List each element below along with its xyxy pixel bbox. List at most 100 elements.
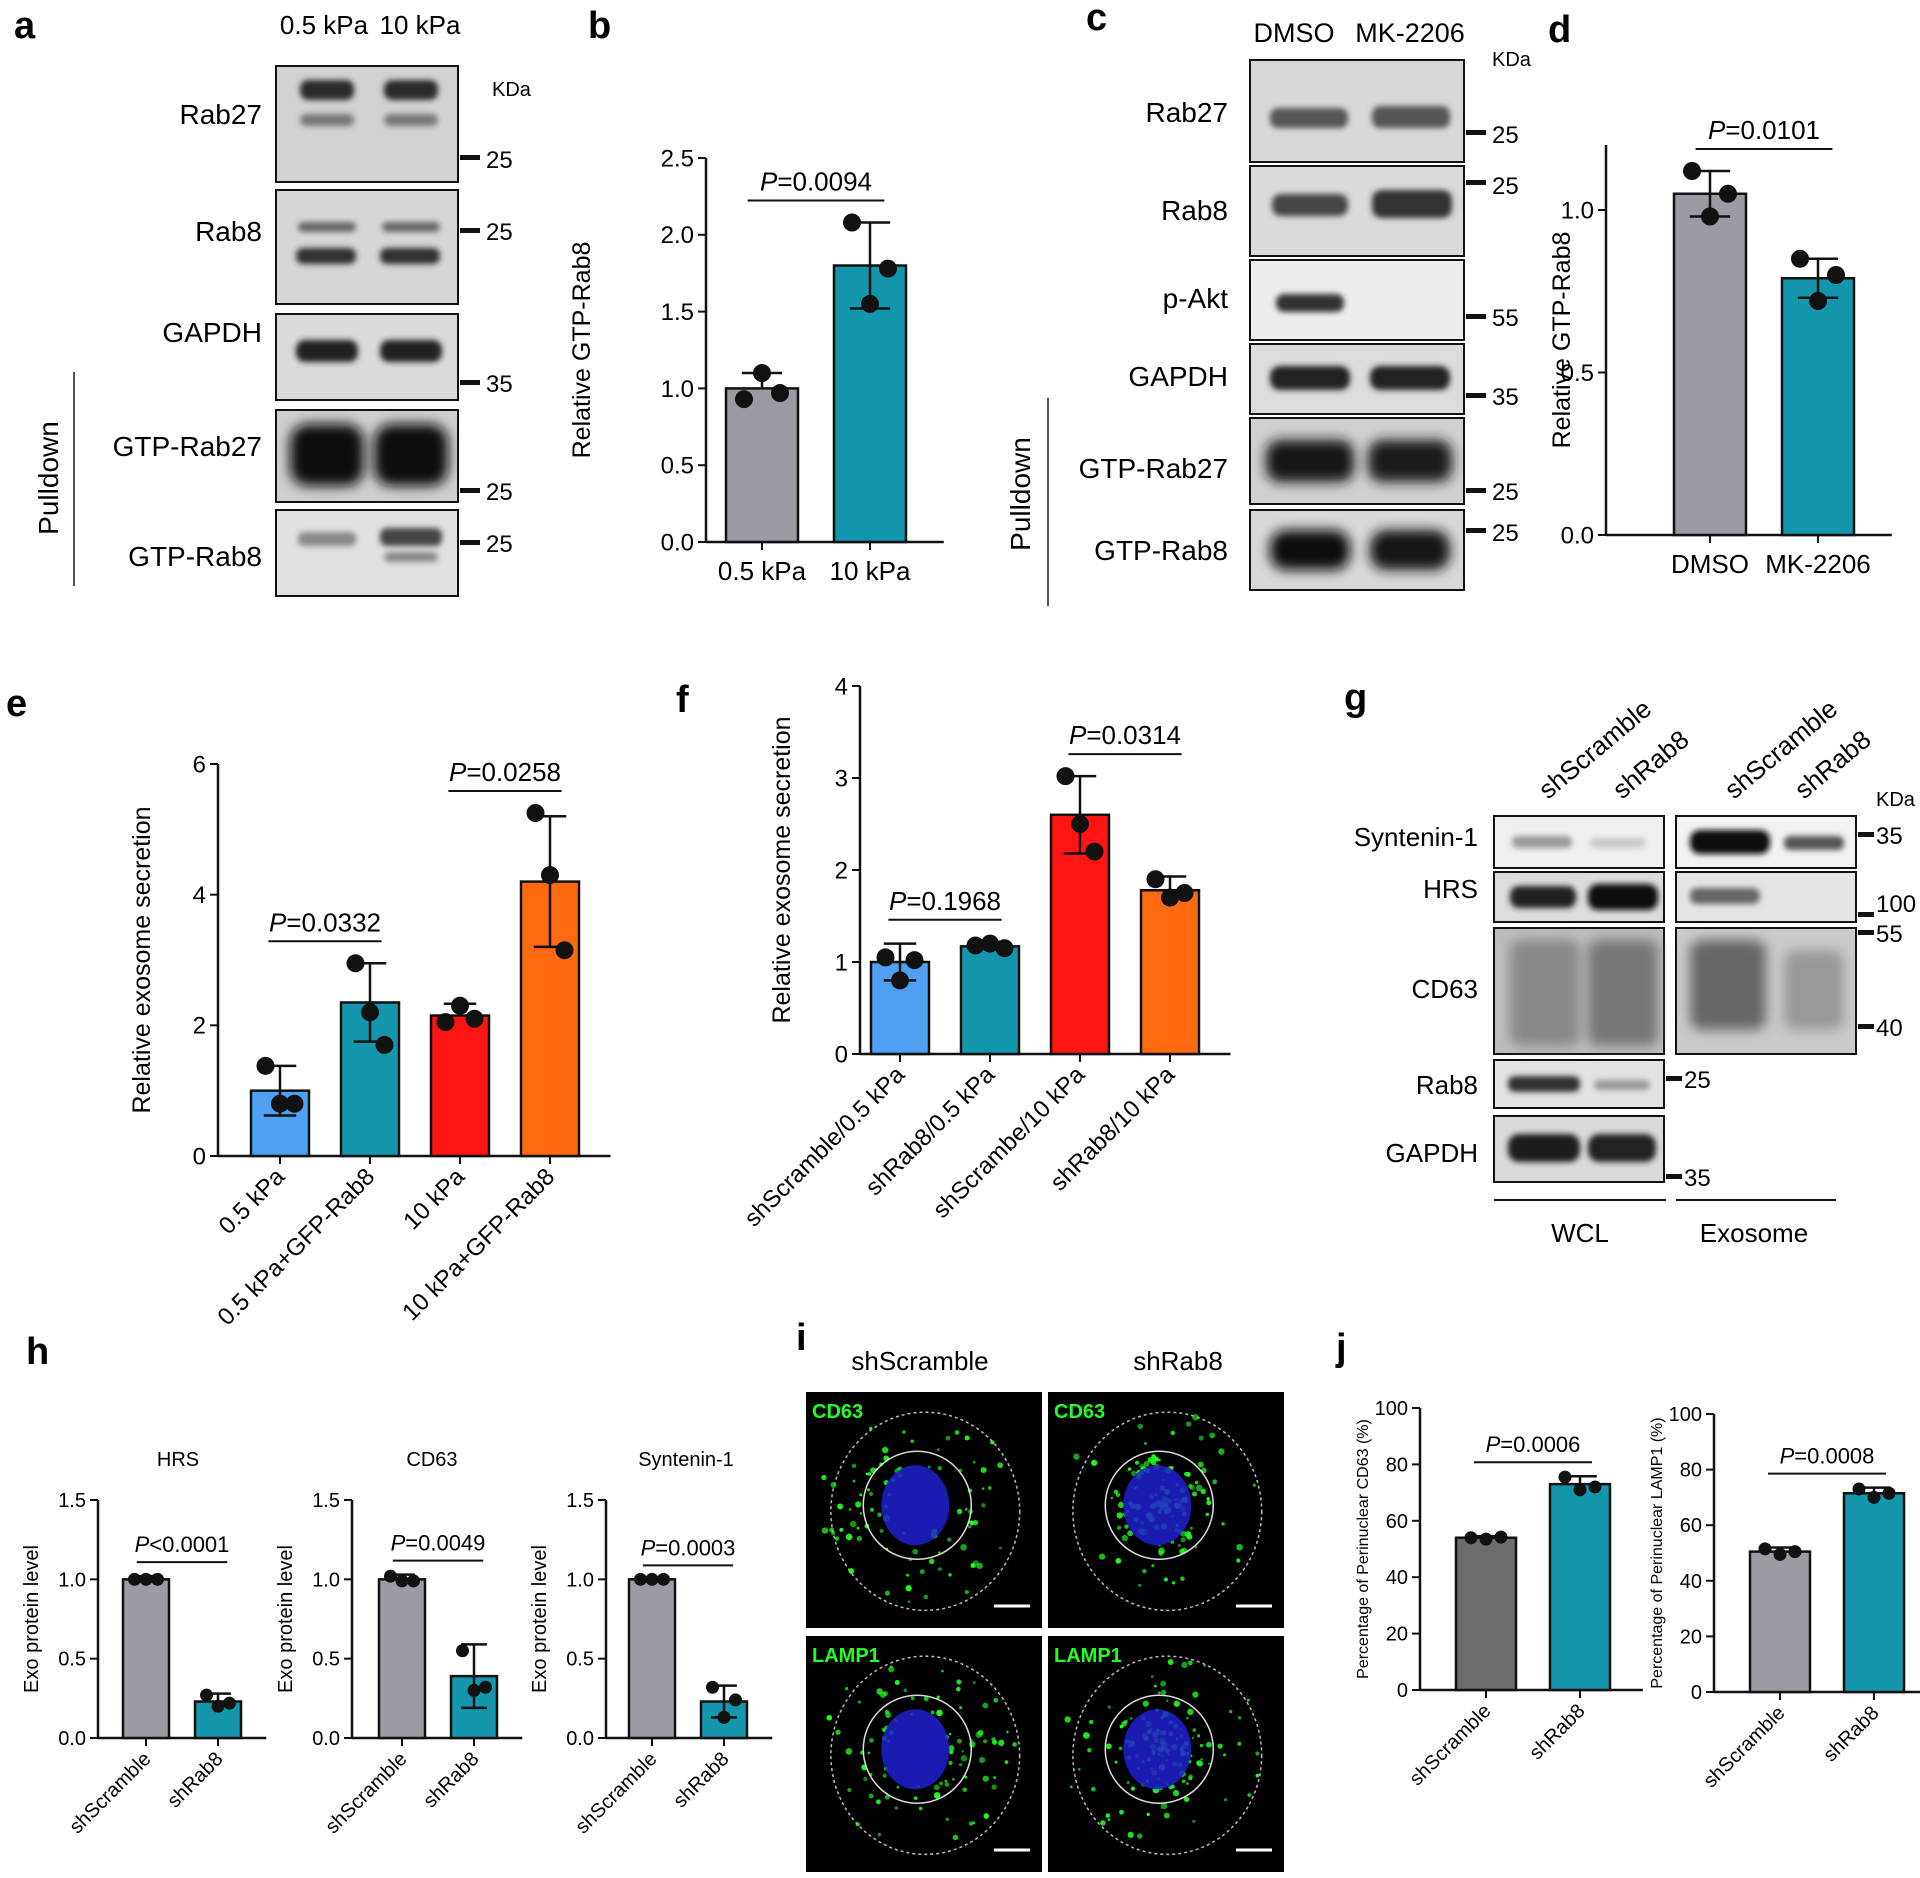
micrograph-tile: LAMP1 (806, 1636, 1042, 1872)
data-point (384, 1569, 397, 1583)
blot-gtp-rab27: GTP-Rab27 25 (1079, 417, 1519, 506)
vesicle-dot (956, 1679, 962, 1685)
vesicle-dot (968, 1525, 972, 1529)
vesicle-dot (1098, 1553, 1106, 1560)
vesicle-dot (1236, 1543, 1243, 1551)
blot-gapdh: GAPDH 35 (162, 313, 513, 401)
data-point (346, 954, 365, 973)
p-value-label: P=0.0332 (269, 907, 381, 937)
vesicle-dot (1187, 1708, 1194, 1715)
pulldown-label: Pulldown (33, 421, 64, 535)
y-tick-label: 0.0 (1561, 522, 1594, 549)
blot-p-akt: p-Akt 55 (1163, 259, 1519, 341)
vesicle-dot (972, 1460, 976, 1464)
vesicle-dot (847, 1787, 852, 1793)
vesicle-dot (877, 1512, 882, 1518)
y-axis-label: Relative GTP-Rab8 (568, 242, 596, 459)
vesicle-dot (1137, 1423, 1144, 1430)
vesicle-dot (1218, 1448, 1225, 1455)
x-tick-label: 0.5 kPa (214, 1163, 291, 1240)
vesicle-dot (982, 1702, 989, 1709)
vesicle-dot (937, 1551, 941, 1554)
vesicle-dot (867, 1472, 872, 1476)
vesicle-dot (1118, 1746, 1123, 1751)
vesicle-dot (865, 1472, 869, 1476)
data-point (1494, 1530, 1508, 1544)
y-tick-label: 4 (193, 882, 206, 909)
vesicle-dot (1186, 1782, 1189, 1785)
vesicle-dot (944, 1779, 948, 1783)
vesicle-dot (1180, 1537, 1186, 1543)
vesicle-dot (845, 1533, 853, 1541)
blot-rab27: Rab27 25 (1145, 59, 1519, 163)
data-point (1161, 888, 1179, 907)
vesicle-dot (826, 1714, 833, 1721)
vesicle-dot (1129, 1717, 1133, 1720)
vesicle-dot (1171, 1581, 1176, 1585)
nucleus (881, 1709, 950, 1790)
panel-letter: i (796, 1317, 807, 1359)
chart-panel-h1: h HRS 0.0 0.5 1.0 1.5 Exo protein level shScram… (21, 1331, 267, 1838)
vesicle-dot (1180, 1576, 1185, 1582)
y-tick-label: 1.0 (1561, 197, 1594, 224)
vesicle-dot (1188, 1774, 1193, 1779)
data-point (645, 1572, 659, 1586)
vesicle-dot (948, 1760, 953, 1766)
perinuclear-ring (1104, 1694, 1215, 1805)
chart-title: HRS (157, 1449, 199, 1471)
vesicle-dot (1146, 1812, 1150, 1817)
chart-panel-h3: Syntenin-1 0.0 0.5 1.0 1.5 Exo protein level s… (529, 1449, 773, 1838)
vesicle-dot (1107, 1818, 1111, 1822)
x-tick-label: shRab8 (1819, 1702, 1883, 1766)
vesicle-dot (1181, 1779, 1186, 1783)
data-point (1791, 249, 1809, 268)
panel-g: g shScramble shRab8 shScramble shRab8 KD… (1344, 677, 1916, 1248)
vesicle-dot (941, 1669, 944, 1673)
column-label: shRab8 (1133, 1346, 1223, 1376)
blot-label: GAPDH (1386, 1138, 1478, 1168)
y-axis-label: Exo protein level (21, 1545, 43, 1693)
kda-marker: 25 (486, 531, 513, 558)
y-tick-label: 40 (1386, 1567, 1408, 1589)
y-tick-label: 0.0 (661, 529, 694, 556)
y-tick-label: 60 (1386, 1511, 1408, 1533)
data-point (717, 1710, 731, 1724)
vesicle-dot (869, 1507, 875, 1512)
x-tick-label: 0.5 kPa+GFP-Rab8 (213, 1163, 381, 1331)
data-point (285, 1094, 304, 1113)
x-tick-label: shScramble (321, 1748, 411, 1838)
data-point (541, 866, 559, 885)
vesicle-dot (1237, 1715, 1242, 1720)
vesicle-dot (945, 1817, 950, 1822)
x-tick-label: shScramble (571, 1748, 661, 1838)
data-point (151, 1572, 164, 1586)
vesicle-dot (970, 1562, 976, 1568)
x-tick-label: DMSO (1671, 549, 1749, 579)
vesicle-dot (1223, 1798, 1228, 1802)
vesicle-dot (866, 1488, 870, 1492)
data-point (555, 941, 574, 960)
vesicle-dot (1190, 1526, 1193, 1530)
vesicle-dot (948, 1573, 952, 1577)
lane-label: 0.5 kPa (280, 10, 369, 40)
bar (959, 945, 1021, 1056)
stain-label: LAMP1 (1054, 1645, 1122, 1667)
p-value-label: P=0.0006 (1486, 1432, 1581, 1457)
vesicle-dot (910, 1439, 914, 1443)
vesicle-dot (1160, 1689, 1167, 1696)
blot-label: GAPDH (1128, 361, 1228, 392)
perinuclear-ring (1104, 1450, 1215, 1561)
vesicle-dot (1012, 1742, 1017, 1747)
blot-label: GTP-Rab27 (1079, 453, 1228, 484)
vesicle-dot (856, 1535, 863, 1542)
chart-title: Syntenin-1 (638, 1449, 734, 1471)
kda-marker: 55 (1492, 305, 1519, 332)
vesicle-dot (991, 1737, 996, 1742)
vesicle-dot (821, 1527, 829, 1534)
vesicle-dot (1006, 1730, 1009, 1734)
y-tick-label: 1.0 (312, 1569, 340, 1591)
y-tick-label: 100 (1375, 1398, 1408, 1420)
vesicle-dot (933, 1784, 940, 1791)
vesicle-dot (894, 1806, 899, 1810)
vesicle-dot (1185, 1716, 1189, 1720)
